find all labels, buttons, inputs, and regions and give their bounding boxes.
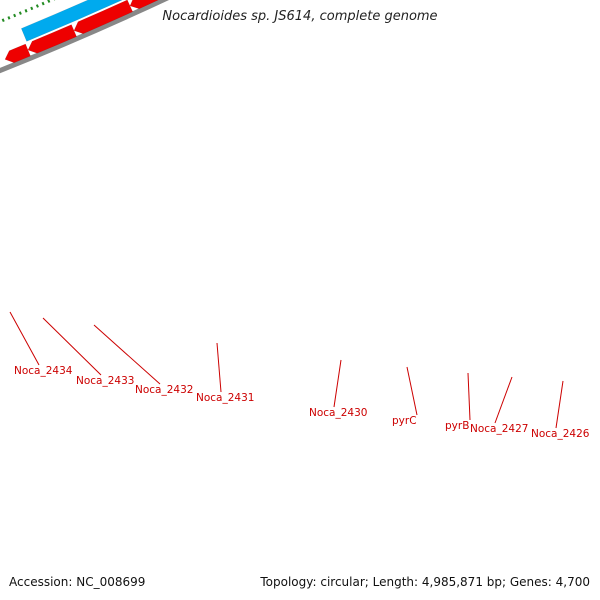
inner-scale-tick [24, 9, 28, 13]
forward-gene-arrow [4, 43, 31, 64]
gene-leader-line [93, 324, 161, 385]
forward-gene-arrow [73, 0, 134, 34]
gene-label: Noca_2432 [135, 384, 193, 396]
gene-label: Noca_2430 [309, 407, 367, 419]
gene-label: Noca_2426 [531, 428, 590, 440]
gene-label: Noca_2431 [196, 392, 254, 404]
inner-scale-tick [7, 16, 11, 20]
inner-scale-tick [13, 13, 17, 18]
reverse-gene-arrow [20, 0, 123, 42]
accession-text: Accession: NC_008699 [9, 575, 146, 589]
inner-scale-tick [41, 1, 45, 6]
backbone-ring [0, 0, 169, 74]
gene-leader-line [9, 311, 40, 366]
gene-label: Noca_2434 [14, 365, 73, 377]
inner-scale-tick [47, 0, 51, 3]
gene-label: Noca_2427 [470, 423, 528, 435]
gene-leader-line [555, 380, 564, 429]
gene-leader-line [467, 372, 471, 421]
gene-features [4, 0, 159, 64]
map-title: Nocardioides sp. JS614, complete genome [162, 9, 438, 24]
gene-label: pyrC [392, 415, 417, 427]
forward-gene-arrow [27, 24, 77, 54]
gene-label: Noca_2433 [76, 375, 134, 387]
inner-scale-tick [35, 4, 39, 8]
inner-scale-tick [18, 11, 22, 15]
gene-leader-line [333, 359, 342, 408]
backbone-arc [0, 0, 169, 74]
gene-label: pyrB [445, 420, 469, 432]
inner-scale-tick [30, 6, 34, 11]
gene-leader-line [406, 366, 418, 416]
scale-ticks [1, 0, 56, 22]
gene-leader-line [216, 342, 222, 393]
inner-scale-tick [1, 18, 5, 22]
gene-leader-line [494, 376, 513, 424]
gene-leader-line [42, 317, 102, 376]
forward-gene-arrow [129, 0, 159, 10]
genome-summary-text: Topology: circular; Length: 4,985,871 bp… [260, 575, 590, 589]
